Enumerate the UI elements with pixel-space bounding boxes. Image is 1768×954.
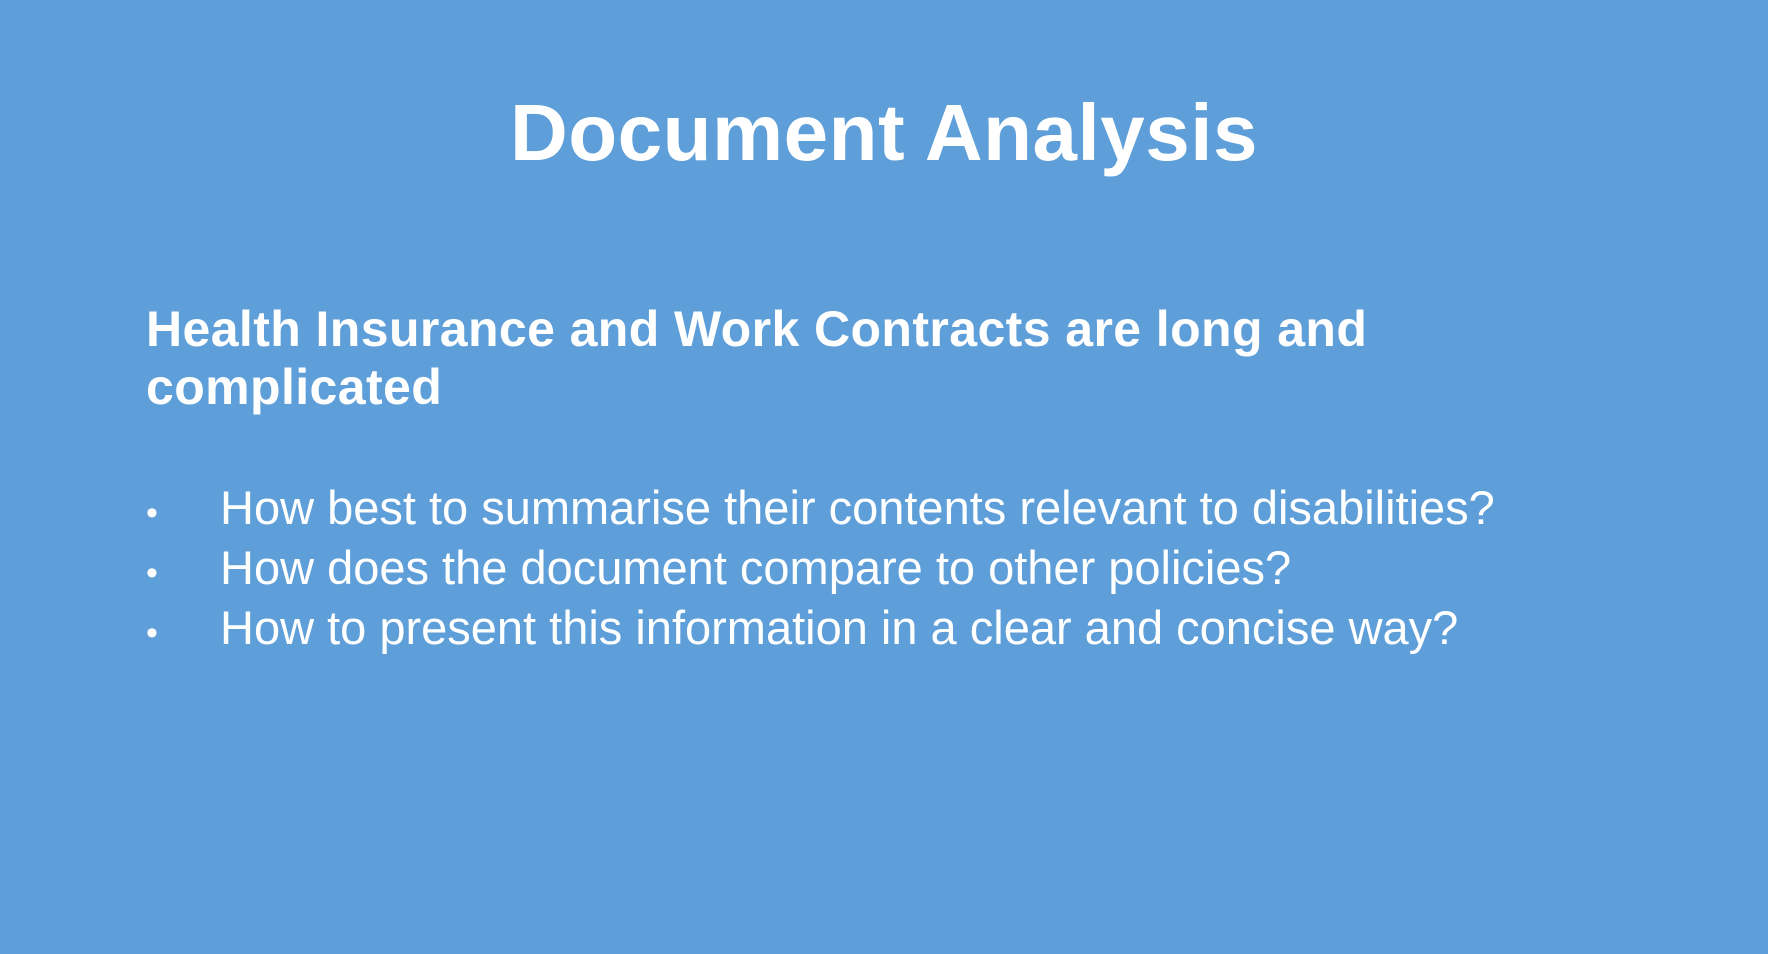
bullet-text: How best to summarise their contents rel… [220,481,1495,534]
bullet-text: How to present this information in a cle… [220,601,1459,655]
bullet-icon: • [146,494,158,532]
bullet-list: • How best to summarise their contents r… [146,478,1646,658]
bullet-item: • How does the document compare to other… [146,538,1646,598]
bullet-icon: • [146,554,158,593]
bullet-text: How does the document compare to other p… [220,541,1292,595]
bullet-item: • How best to summarise their contents r… [146,478,1646,538]
bullet-icon: • [146,614,158,653]
slide-title: Document Analysis [510,88,1258,177]
bullet-item: • How to present this information in a c… [146,598,1646,658]
slide-subtitle: Health Insurance and Work Contracts are … [146,301,1368,415]
